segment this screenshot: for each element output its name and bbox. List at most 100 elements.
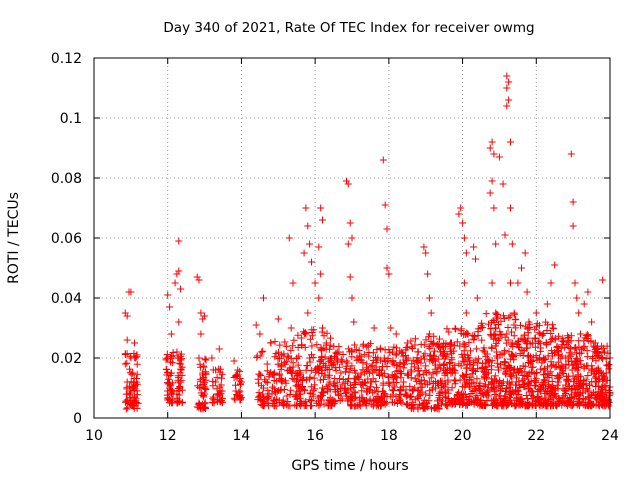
data-point [558,362,566,370]
data-point [358,387,366,395]
data-point [126,352,134,360]
data-point [259,347,267,355]
data-point [436,396,444,404]
data-point [547,358,555,366]
data-point [431,347,438,355]
data-point [504,336,512,344]
data-point [413,358,421,366]
data-point [478,364,486,372]
data-point [438,377,446,385]
data-point [129,402,137,410]
data-point [447,341,455,349]
data-point [383,225,391,233]
data-point [279,400,287,408]
data-point [494,363,502,371]
data-point [532,377,540,385]
data-point [200,362,208,370]
data-point [505,314,513,322]
data-point [491,332,499,340]
data-point [133,360,141,368]
data-point [503,330,511,338]
data-point [540,366,548,374]
data-point [479,367,487,375]
data-point [213,373,221,381]
data-point [589,353,597,361]
data-point [520,331,528,339]
data-point [528,388,536,396]
data-point [293,354,301,362]
data-point [277,375,285,382]
data-point [540,354,548,362]
data-point [308,397,315,405]
data-point [470,335,478,343]
data-point [398,348,406,356]
data-point [264,386,272,394]
data-point [567,337,575,345]
data-point [344,240,352,248]
data-point [366,378,374,386]
data-point [443,351,451,359]
data-point [175,378,183,386]
data-point [440,360,448,368]
data-point [123,312,131,320]
data-point [390,361,398,369]
data-point [531,401,539,409]
data-point [514,279,522,287]
data-point [472,255,479,263]
data-point [283,357,291,365]
data-point [263,360,271,368]
data-point [558,369,566,377]
data-point [131,339,138,347]
data-point [532,369,540,377]
data-point [490,384,498,392]
data-point [393,344,400,352]
data-point [348,390,356,398]
data-point [366,340,374,348]
data-point [325,345,333,353]
data-point [441,389,449,397]
data-point [494,336,502,344]
data-point [502,368,510,376]
data-point [234,366,242,374]
data-point [543,388,551,396]
data-point [304,222,312,230]
data-point [485,357,493,364]
data-point [462,309,470,317]
data-point [569,198,577,206]
data-point [571,385,579,393]
data-point [197,309,205,317]
data-point [363,360,371,368]
data-point [468,380,476,388]
data-point [590,389,597,397]
data-point [197,384,205,392]
data-point [414,348,422,356]
data-point [199,315,207,323]
data-point [433,369,441,377]
data-point [510,309,518,317]
data-point [381,400,389,408]
data-point [584,372,592,379]
data-point [369,349,377,357]
x-tick-label: 24 [601,428,619,444]
data-point [460,234,468,242]
data-point [490,204,498,212]
data-point [368,361,376,369]
data-point [283,367,291,375]
data-point [199,369,207,377]
data-point [269,383,276,391]
data-point [536,402,544,410]
data-point [164,396,172,404]
data-point [525,318,533,326]
data-point [548,352,556,360]
data-point [516,396,524,404]
data-point [301,387,309,395]
data-point [592,401,600,409]
data-point [344,397,352,405]
data-point [175,267,183,275]
data-point [495,153,503,161]
data-point [472,356,480,364]
data-point [548,378,556,385]
data-point [576,357,584,365]
data-point [577,381,584,389]
data-point [318,346,325,354]
